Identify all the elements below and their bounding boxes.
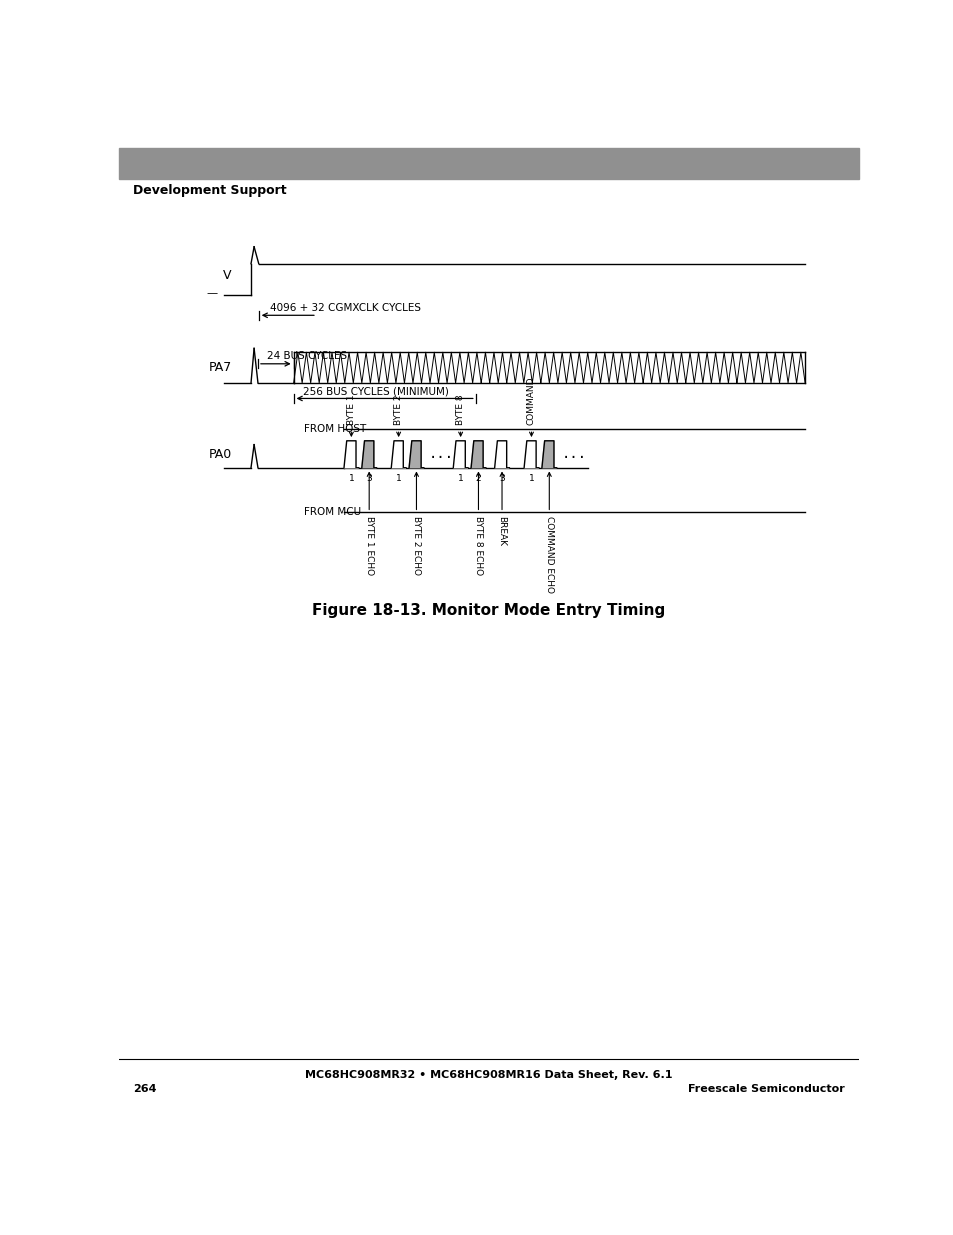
- Text: ...: ...: [428, 447, 453, 462]
- Text: COMMAND: COMMAND: [526, 377, 536, 425]
- Text: Freescale Semiconductor: Freescale Semiconductor: [687, 1084, 843, 1094]
- Text: 256 BUS CYCLES (MINIMUM): 256 BUS CYCLES (MINIMUM): [303, 387, 448, 396]
- Polygon shape: [453, 441, 468, 468]
- Text: FROM MCU: FROM MCU: [303, 508, 360, 517]
- Text: BYTE 1 ECHO: BYTE 1 ECHO: [364, 516, 374, 576]
- Text: Figure 18-13. Monitor Mode Entry Timing: Figure 18-13. Monitor Mode Entry Timing: [312, 603, 665, 618]
- Text: BYTE 8: BYTE 8: [456, 395, 465, 425]
- Bar: [119, 148, 858, 179]
- Text: 4096 + 32 CGMXCLK CYCLES: 4096 + 32 CGMXCLK CYCLES: [270, 303, 421, 312]
- Polygon shape: [471, 441, 485, 468]
- Text: 1: 1: [457, 474, 463, 483]
- Text: PA7: PA7: [208, 361, 232, 374]
- Text: BREAK: BREAK: [497, 516, 506, 546]
- Polygon shape: [541, 441, 557, 468]
- Text: 1: 1: [348, 474, 354, 483]
- Text: 264: 264: [133, 1084, 156, 1094]
- Text: MC68HC908MR32 • MC68HC908MR16 Data Sheet, Rev. 6.1: MC68HC908MR32 • MC68HC908MR16 Data Sheet…: [305, 1070, 672, 1079]
- Text: —: —: [207, 288, 217, 298]
- Polygon shape: [495, 441, 509, 468]
- Text: 3: 3: [366, 474, 372, 483]
- Text: V: V: [223, 269, 232, 282]
- Text: Development Support: Development Support: [133, 184, 287, 198]
- Text: BYTE 2 ECHO: BYTE 2 ECHO: [412, 516, 420, 576]
- Text: 24 BUS CYCLES: 24 BUS CYCLES: [267, 352, 347, 362]
- Text: 3: 3: [498, 474, 504, 483]
- Text: BYTE 2: BYTE 2: [394, 395, 403, 425]
- Polygon shape: [344, 441, 358, 468]
- Text: BYTE 1: BYTE 1: [347, 395, 355, 425]
- Polygon shape: [409, 441, 423, 468]
- Polygon shape: [391, 441, 406, 468]
- Text: COMMAND ECHO: COMMAND ECHO: [544, 516, 554, 593]
- Text: PA0: PA0: [208, 448, 232, 461]
- Text: BYTE 8 ECHO: BYTE 8 ECHO: [474, 516, 482, 576]
- Text: ...: ...: [560, 447, 586, 462]
- Text: 1: 1: [528, 474, 534, 483]
- Text: FROM HOST: FROM HOST: [303, 425, 366, 435]
- Text: 2: 2: [476, 474, 480, 483]
- Polygon shape: [523, 441, 538, 468]
- Text: 1: 1: [395, 474, 401, 483]
- Polygon shape: [361, 441, 376, 468]
